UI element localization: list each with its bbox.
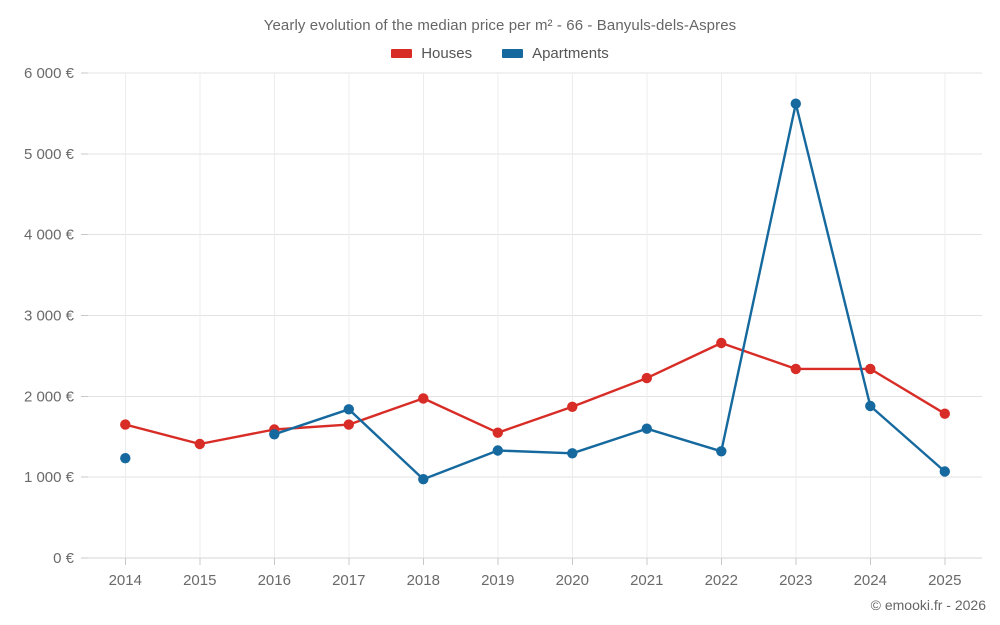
y-tick-label: 6 000 € <box>24 65 75 82</box>
legend-label-houses: Houses <box>421 45 473 62</box>
data-point-houses-2019[interactable] <box>492 427 503 438</box>
data-point-apartments-2022[interactable] <box>716 446 727 457</box>
y-tick-label: 5 000 € <box>24 146 75 163</box>
data-point-houses-2021[interactable] <box>641 372 652 384</box>
data-point-apartments-2020[interactable] <box>567 448 578 459</box>
data-point-houses-2024[interactable] <box>865 363 876 375</box>
data-point-apartments-2023[interactable] <box>790 98 801 109</box>
copyright-credit: © emooki.fr - 2026 <box>870 597 986 613</box>
data-point-houses-2022[interactable] <box>716 337 727 349</box>
vertical-gridlines <box>124 73 946 565</box>
series-data-points <box>120 98 950 485</box>
data-point-apartments-2021[interactable] <box>641 423 652 434</box>
series-lines <box>124 102 946 481</box>
data-point-apartments-2017[interactable] <box>343 404 354 415</box>
legend-swatch-apartments <box>502 49 524 58</box>
data-point-apartments-2018[interactable] <box>418 474 429 485</box>
x-tick-label: 2018 <box>407 572 440 589</box>
data-point-houses-2025[interactable] <box>939 408 950 419</box>
x-tick-label: 2021 <box>630 572 663 589</box>
data-point-houses-2017[interactable] <box>343 419 354 430</box>
data-point-houses-2020[interactable] <box>567 401 578 412</box>
legend-item-apartments[interactable]: Apartments <box>502 45 609 62</box>
x-tick-label: 2015 <box>183 572 216 589</box>
x-tick-label: 2016 <box>258 572 291 589</box>
data-point-apartments-2019[interactable] <box>492 445 503 456</box>
data-point-apartments-2016[interactable] <box>269 429 280 440</box>
data-point-apartments-2025[interactable] <box>939 466 950 477</box>
data-point-houses-2023[interactable] <box>790 363 801 375</box>
y-tick-label: 4 000 € <box>24 227 75 244</box>
data-point-houses-2015[interactable] <box>194 438 205 450</box>
chart-legend: Houses Apartments <box>0 45 1000 62</box>
x-tick-label: 2019 <box>481 572 514 589</box>
series-line-apartments <box>273 102 946 481</box>
data-point-apartments-2014[interactable] <box>120 453 131 464</box>
series-line-houses <box>124 341 946 446</box>
data-point-houses-2018[interactable] <box>418 393 429 404</box>
legend-label-apartments: Apartments <box>532 45 609 62</box>
data-point-houses-2014[interactable] <box>120 419 131 430</box>
x-axis-tick-labels: 2014 2015 2016 2017 2018 2019 2020 2021 2022 2023… <box>109 572 962 589</box>
chart-title: Yearly evolution of the median price per… <box>263 17 737 34</box>
legend-item-houses[interactable]: Houses <box>391 45 472 62</box>
y-tick-label: 0 € <box>53 550 75 567</box>
x-tick-label: 2022 <box>705 572 738 589</box>
x-tick-label: 2014 <box>109 572 142 589</box>
x-tick-label: 2025 <box>928 572 961 589</box>
x-tick-label: 2017 <box>332 572 365 589</box>
x-tick-label: 2024 <box>854 572 887 589</box>
y-tick-label: 1 000 € <box>24 469 75 486</box>
x-tick-label: 2023 <box>779 572 812 589</box>
y-axis-tick-labels: 0 € 1 000 € 2 000 € 3 000 € 4 000 € 5 000 € 6 … <box>24 65 75 567</box>
x-tick-label: 2020 <box>556 572 589 589</box>
y-tick-label: 2 000 € <box>24 388 75 405</box>
data-point-apartments-2024[interactable] <box>865 400 876 412</box>
legend-swatch-houses <box>391 49 413 58</box>
y-tick-label: 3 000 € <box>24 308 75 325</box>
